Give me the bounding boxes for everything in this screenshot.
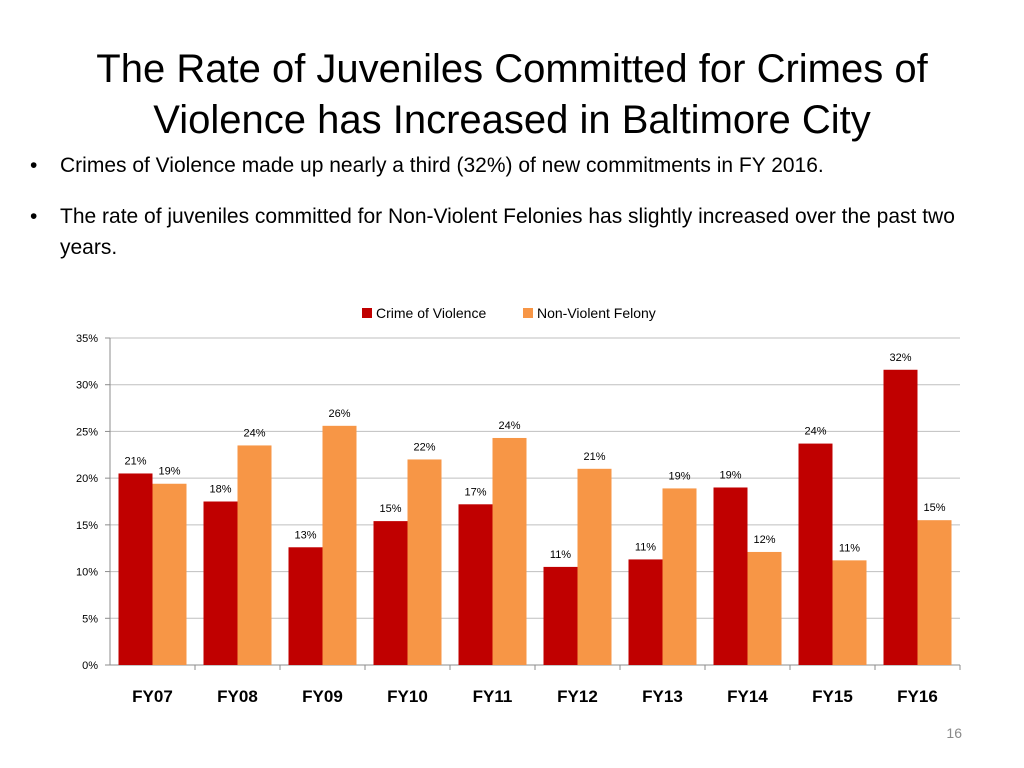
data-label: 32%: [889, 352, 911, 364]
data-label: 12%: [753, 534, 775, 546]
data-label: 17%: [464, 486, 486, 498]
x-tick-label: FY09: [302, 687, 343, 706]
y-tick-label: 30%: [76, 380, 98, 392]
y-tick-label: 25%: [76, 426, 98, 438]
bar: [492, 437, 527, 665]
bar: [373, 521, 408, 665]
y-tick-label: 15%: [76, 520, 98, 532]
bullet-text: Crimes of Violence made up nearly a thir…: [60, 154, 824, 177]
data-label: 21%: [583, 451, 605, 463]
bullet-item: • The rate of juveniles committed for No…: [30, 201, 990, 263]
data-label: 15%: [379, 503, 401, 515]
y-tick-label: 35%: [76, 333, 98, 345]
bar: [288, 547, 323, 665]
bullet-item: • Crimes of Violence made up nearly a th…: [30, 150, 990, 181]
y-tick-label: 10%: [76, 567, 98, 579]
y-tick-label: 0%: [82, 660, 98, 672]
bar: [917, 520, 952, 665]
bar: [713, 487, 748, 665]
bar: [203, 501, 238, 665]
bar: [798, 443, 833, 665]
x-tick-label: FY14: [727, 687, 768, 706]
legend-label: Crime of Violence: [376, 305, 486, 321]
bar: [322, 425, 357, 665]
x-tick-label: FY11: [473, 687, 513, 706]
data-label: 19%: [719, 469, 741, 481]
page-number: 16: [946, 725, 962, 741]
bar: [628, 559, 663, 665]
data-label: 21%: [124, 455, 146, 467]
data-label: 22%: [413, 441, 435, 453]
data-label: 19%: [668, 470, 690, 482]
bar: [747, 551, 782, 665]
slide-title: The Rate of Juveniles Committed for Crim…: [96, 47, 928, 142]
data-label: 24%: [243, 427, 265, 439]
data-label: 18%: [209, 484, 231, 496]
x-tick-label: FY10: [387, 687, 428, 706]
legend-swatch: [523, 308, 533, 318]
bar: [118, 473, 153, 665]
data-label: 24%: [498, 420, 520, 432]
data-label: 19%: [158, 466, 180, 478]
x-tick-label: FY12: [557, 687, 598, 706]
x-tick-label: FY07: [132, 687, 173, 706]
y-tick-label: 5%: [82, 613, 98, 625]
bullet-text: The rate of juveniles committed for Non-…: [60, 205, 955, 259]
x-tick-label: FY16: [897, 687, 938, 706]
x-tick-label: FY08: [217, 687, 258, 706]
data-label: 15%: [923, 502, 945, 514]
bar: [458, 504, 493, 665]
data-label: 11%: [550, 549, 571, 561]
bullet-dot: •: [30, 205, 38, 228]
x-tick-label: FY13: [642, 687, 683, 706]
bar: [883, 369, 918, 665]
bar: [237, 445, 272, 665]
bar: [662, 488, 697, 665]
bar-chart: 0% 5% 10% 15% 20% 25% 30% 35% 21% 19% FY07 18% 24% FY…: [76, 305, 961, 706]
data-label: 11%: [839, 542, 860, 554]
legend-label: Non-Violent Felony: [537, 305, 656, 321]
bar: [832, 560, 867, 665]
data-label: 13%: [294, 529, 316, 541]
bar: [577, 468, 612, 665]
data-label: 11%: [635, 541, 656, 553]
bar: [543, 566, 578, 665]
bullet-list: • Crimes of Violence made up nearly a th…: [30, 150, 990, 263]
x-tick-label: FY15: [812, 687, 853, 706]
data-label: 26%: [328, 408, 350, 420]
bar: [152, 483, 187, 665]
y-tick-label: 20%: [76, 473, 98, 485]
bar: [407, 459, 442, 665]
data-label: 24%: [804, 426, 826, 438]
bullet-dot: •: [30, 154, 38, 177]
legend-swatch: [362, 308, 372, 318]
